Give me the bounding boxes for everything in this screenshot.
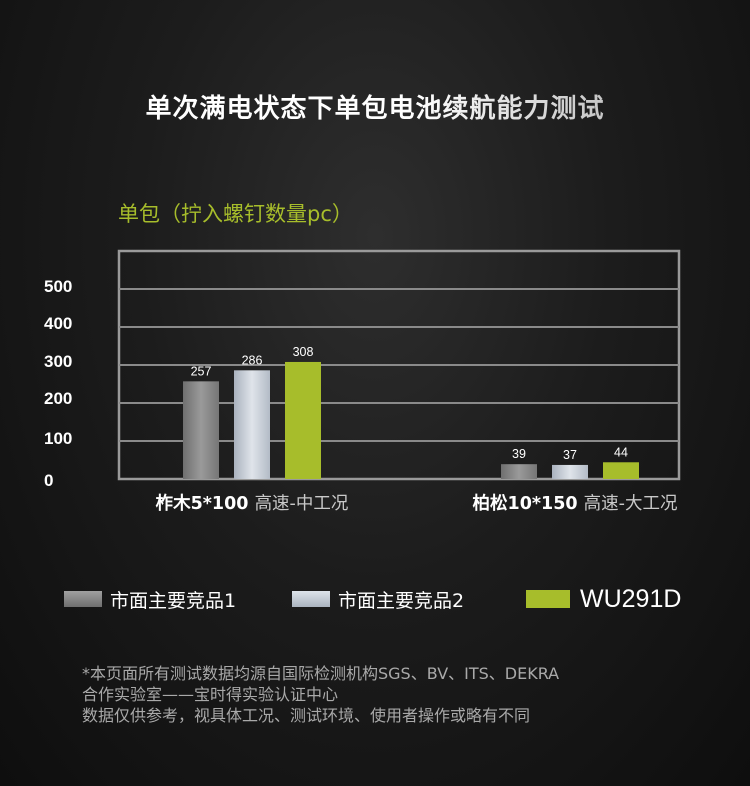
- footnote-line: 合作实验室——宝时得实验认证中心: [82, 685, 339, 704]
- bar-value-label: 37: [563, 448, 577, 462]
- legend-swatch: [526, 590, 570, 608]
- bar: [285, 361, 321, 479]
- bar: [552, 464, 588, 479]
- disclaimer-footnote: *本页面所有测试数据均源自国际检测机构SGS、BV、ITS、DEKRA 合作实验…: [82, 663, 559, 726]
- legend-swatch: [64, 591, 102, 607]
- legend-item-wu291d: WU291D: [526, 584, 681, 614]
- bar-value-label: 308: [293, 345, 314, 359]
- legend-label: 市面主要竞品2: [338, 589, 465, 612]
- bar: [234, 370, 270, 479]
- chart-subtitle: 单包（拧入螺钉数量pc）: [118, 202, 353, 226]
- y-tick-label: 100: [44, 429, 72, 448]
- chart-legend: 市面主要竞品1 市面主要竞品2 WU291D: [0, 584, 750, 614]
- legend-item-competitor-2: 市面主要竞品2: [292, 584, 464, 614]
- page-title: 单次满电状态下单包电池续航能力测试: [0, 88, 750, 125]
- y-tick-label: 300: [44, 352, 72, 371]
- y-tick-label: 400: [44, 314, 72, 333]
- bar: [183, 381, 219, 479]
- bar: [501, 464, 537, 479]
- y-tick-label: 0: [44, 471, 53, 490]
- bar-value-label: 44: [614, 445, 628, 459]
- bar-value-label: 257: [191, 364, 212, 378]
- legend-label: WU291D: [580, 584, 682, 613]
- footnote-line: 数据仅供参考，视具体工况、测试环境、使用者操作或略有不同: [82, 706, 531, 725]
- legend-swatch: [292, 591, 330, 607]
- legend-label: 市面主要竞品1: [110, 589, 237, 612]
- bar-value-label: 39: [512, 447, 526, 461]
- footnote-line: *本页面所有测试数据均源自国际检测机构SGS、BV、ITS、DEKRA: [82, 664, 560, 683]
- y-tick-label: 500: [44, 277, 72, 296]
- legend-item-competitor-1: 市面主要竞品1: [64, 584, 236, 614]
- bar: [603, 462, 639, 479]
- bar-value-label: 286: [242, 353, 263, 367]
- x-category-label: 柞木5*100 高速-中工况: [156, 493, 349, 514]
- x-category-label: 柏松10*150 高速-大工况: [473, 493, 678, 514]
- y-tick-label: 200: [44, 389, 72, 408]
- bar-chart: 0 100 200 300 400 500 257 286 308 39 37 44 柞木5*100 高…: [44, 249, 681, 514]
